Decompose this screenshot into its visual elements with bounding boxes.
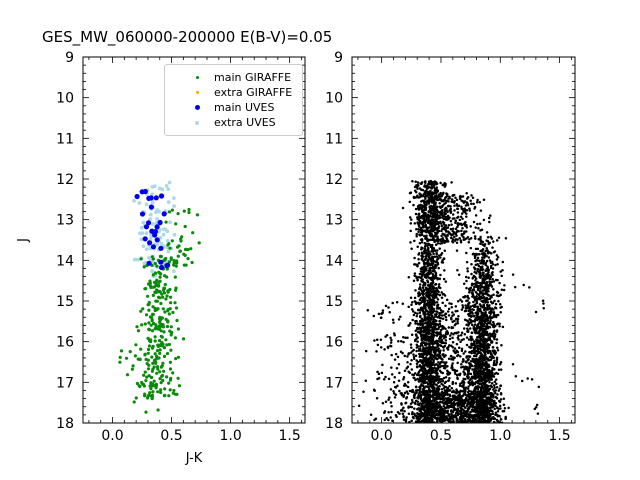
svg-text:1.5: 1.5 (279, 428, 301, 444)
legend-marker-main-giraffe-icon (190, 76, 204, 79)
left-x-tick-labels: 0.0 0.5 1.0 1.5 (101, 428, 300, 444)
legend-label: main UVES (214, 101, 275, 114)
figure-title: GES_MW_060000-200000 E(B-V)=0.05 (42, 28, 333, 46)
legend-label: extra GIRAFFE (214, 86, 293, 99)
legend-item: extra UVES (165, 115, 302, 130)
series-photometric-catalog (357, 179, 545, 423)
left-tick-marks (83, 56, 305, 424)
right-scatter-points (357, 179, 545, 423)
left-x-axis-label: J-K (185, 451, 203, 466)
svg-text:10: 10 (56, 91, 74, 107)
legend-box: main GIRAFFE extra GIRAFFE main UVES extra … (164, 64, 303, 136)
svg-text:0.0: 0.0 (101, 428, 123, 444)
legend-marker-extra-uves-icon (190, 120, 204, 125)
right-tick-marks (352, 56, 575, 424)
svg-text:15: 15 (56, 294, 74, 310)
left-scatter-points (118, 180, 201, 414)
svg-text:0.5: 0.5 (160, 428, 182, 444)
legend-item: extra GIRAFFE (165, 85, 302, 100)
left-plot-frame (82, 56, 306, 424)
svg-text:18: 18 (56, 416, 74, 432)
legend-label: extra UVES (214, 116, 276, 129)
right-plot-frame (351, 56, 576, 424)
legend-item: main GIRAFFE (165, 70, 302, 85)
legend-marker-main-uves-icon (190, 105, 204, 110)
svg-text:14: 14 (56, 253, 74, 269)
svg-text:17: 17 (56, 375, 74, 391)
svg-text:12: 12 (56, 172, 74, 188)
left-y-axis-label: J (16, 238, 31, 243)
legend-marker-extra-giraffe-icon (190, 91, 204, 94)
svg-text:13: 13 (56, 213, 74, 229)
svg-text:11: 11 (56, 131, 74, 147)
series-main-giraffe (118, 207, 201, 414)
svg-text:9: 9 (65, 50, 74, 66)
series-main-uves (134, 188, 171, 271)
legend-label: main GIRAFFE (214, 71, 292, 84)
svg-text:1.0: 1.0 (219, 428, 241, 444)
left-y-tick-labels: 9 10 11 12 13 14 15 16 17 18 (56, 50, 74, 432)
left-panel: 0.0 0.5 1.0 1.5 9 10 11 12 13 14 15 16 17 18 J-K J (16, 50, 306, 466)
legend-item: main UVES (165, 100, 302, 115)
svg-text:16: 16 (56, 335, 74, 351)
right-x-tick-labels: 0.0 0.5 1.0 1.5 (371, 428, 571, 444)
